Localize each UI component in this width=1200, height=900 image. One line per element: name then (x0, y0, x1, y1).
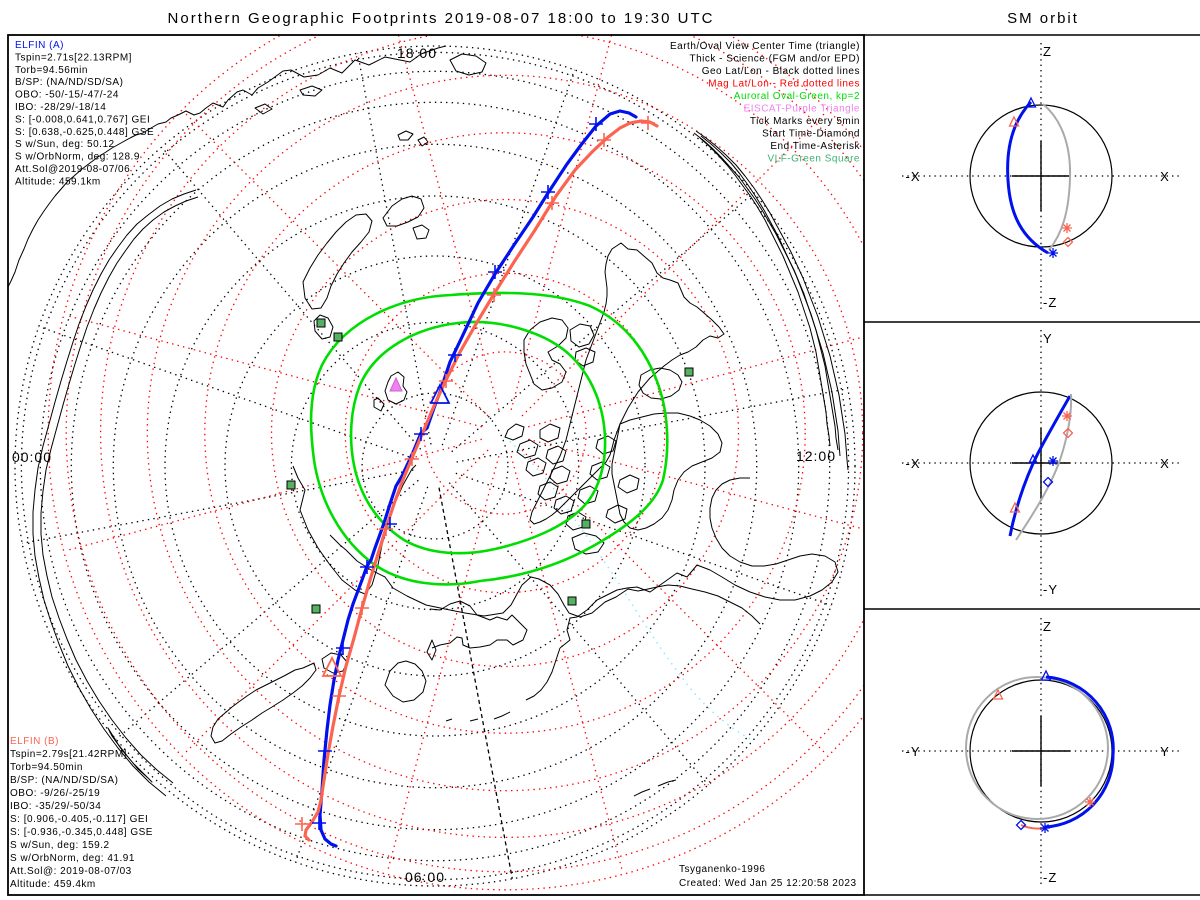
svg-text:Auroral Oval-Green, kp=2: Auroral Oval-Green, kp=2 (734, 91, 860, 102)
svg-text:Geo Lat/Lon - Black dotted lin: Geo Lat/Lon - Black dotted lines (702, 66, 860, 77)
svg-text:IBO: -28/29/-18/14: IBO: -28/29/-18/14 (15, 102, 106, 113)
svg-text:S w/OrbNorm, deg: 128.9: S w/OrbNorm, deg: 128.9 (15, 152, 140, 163)
svg-text:SM orbit: SM orbit (1007, 10, 1079, 27)
svg-text:Created: Wed Jan 25 12:20:58 2: Created: Wed Jan 25 12:20:58 2023 (679, 878, 857, 889)
svg-text:Att.Sol@: 2019-08-07/03: Att.Sol@: 2019-08-07/03 (10, 866, 132, 877)
svg-text:VLF-Green Square: VLF-Green Square (768, 154, 861, 165)
svg-text:OBO: -50/-15/-47/-24: OBO: -50/-15/-47/-24 (15, 90, 119, 101)
svg-text:Torb=94.50min: Torb=94.50min (10, 762, 83, 773)
svg-text:Torb=94.56min: Torb=94.56min (15, 65, 88, 76)
svg-text:Z: Z (1043, 44, 1052, 59)
svg-text:S w/Sun, deg: 159.2: S w/Sun, deg: 159.2 (10, 840, 110, 851)
svg-text:Tspin=2.79s[21.42RPM]: Tspin=2.79s[21.42RPM] (10, 749, 127, 760)
svg-text:Tspin=2.71s[22.13RPM]: Tspin=2.71s[22.13RPM] (15, 52, 132, 63)
svg-text:Altitude: 459.4km: Altitude: 459.4km (10, 879, 96, 890)
svg-text:-X: -X (906, 169, 921, 184)
svg-text:Tsyganenko-1996: Tsyganenko-1996 (679, 864, 765, 875)
svg-text:Thick - Science (FGM and/or EP: Thick - Science (FGM and/or EPD) (690, 54, 860, 65)
svg-text:S w/OrbNorm, deg: 41.91: S w/OrbNorm, deg: 41.91 (10, 853, 135, 864)
svg-text:OBO: -9/26/-25/19: OBO: -9/26/-25/19 (10, 788, 100, 799)
svg-text:S: [0.638,-0.625,0.448] GSE: S: [0.638,-0.625,0.448] GSE (15, 127, 154, 138)
svg-text:ELFIN (A): ELFIN (A) (15, 40, 64, 51)
svg-text:S: [0.906,-0.405,-0.117] GEI: S: [0.906,-0.405,-0.117] GEI (10, 814, 148, 825)
svg-text:Start Time-Diamond: Start Time-Diamond (762, 129, 860, 140)
svg-text:-Z: -Z (1043, 870, 1057, 885)
svg-text:Y: Y (1043, 331, 1053, 346)
svg-text:-Z: -Z (1043, 295, 1057, 310)
svg-text:X: X (1160, 456, 1170, 471)
svg-text:S: [-0.936,-0.345,0.448] GSE: S: [-0.936,-0.345,0.448] GSE (10, 827, 153, 838)
svg-text:Att.Sol@2019-08-07/06: Att.Sol@2019-08-07/06 (15, 164, 130, 175)
svg-text:06:00: 06:00 (405, 869, 445, 885)
svg-text:EISCAT-Purple Triangle: EISCAT-Purple Triangle (744, 104, 860, 115)
svg-text:Earth/Oval View Center Time (t: Earth/Oval View Center Time (triangle) (670, 41, 860, 52)
svg-text:End Time-Asterisk: End Time-Asterisk (770, 141, 860, 152)
svg-text:18:00: 18:00 (397, 45, 437, 61)
svg-text:ELFIN (B): ELFIN (B) (10, 736, 59, 747)
svg-text:S w/Sun, deg: 50.12: S w/Sun, deg: 50.12 (15, 139, 115, 150)
svg-text:Northern Geographic Footprints: Northern Geographic Footprints 2019-08-0… (168, 10, 715, 27)
svg-text:S: [-0.008,0.641,0.767] GEI: S: [-0.008,0.641,0.767] GEI (15, 114, 150, 125)
svg-text:00:00: 00:00 (12, 449, 52, 465)
svg-text:Mag Lat/Lon - Red dotted lines: Mag Lat/Lon - Red dotted lines (708, 79, 860, 90)
svg-text:Altitude: 459.1km: Altitude: 459.1km (15, 176, 101, 187)
svg-text:12:00: 12:00 (796, 448, 836, 464)
svg-text:IBO: -35/29/-50/34: IBO: -35/29/-50/34 (10, 801, 101, 812)
svg-text:X: X (1160, 169, 1170, 184)
svg-text:-Y: -Y (906, 744, 921, 759)
svg-text:B/SP: (NA/ND/SD/SA): B/SP: (NA/ND/SD/SA) (15, 77, 123, 88)
svg-text:B/SP: (NA/ND/SD/SA): B/SP: (NA/ND/SD/SA) (10, 775, 118, 786)
svg-text:Y: Y (1160, 744, 1170, 759)
svg-text:-Y: -Y (1043, 582, 1058, 597)
svg-text:Tick Marks every 5min: Tick Marks every 5min (750, 116, 860, 127)
svg-text:-X: -X (906, 456, 921, 471)
svg-text:Z: Z (1043, 619, 1052, 634)
